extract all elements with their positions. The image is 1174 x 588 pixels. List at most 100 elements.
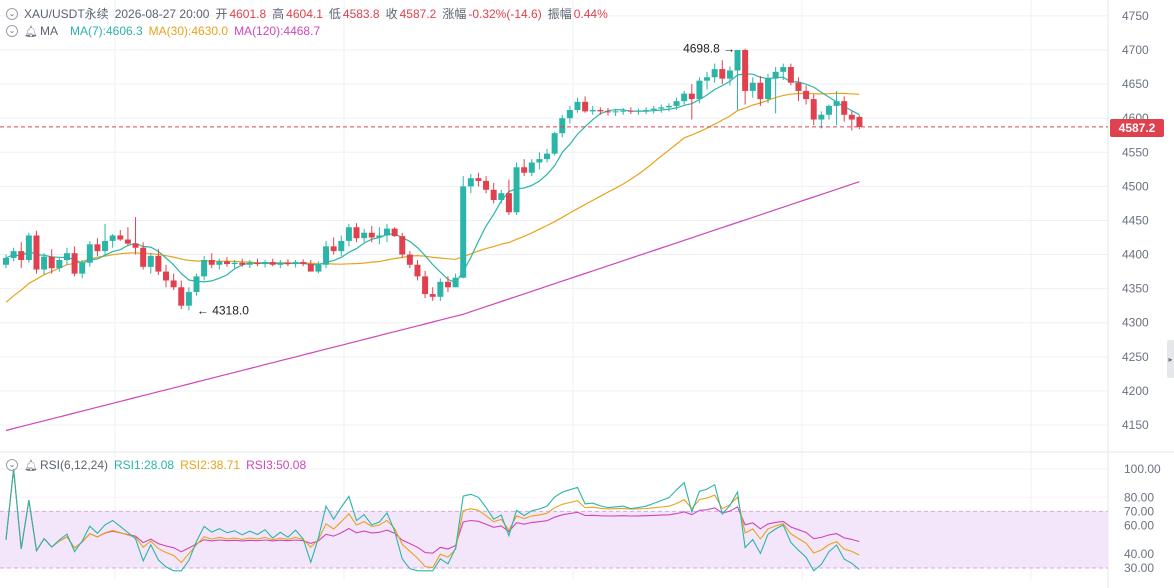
candle-body	[25, 235, 32, 260]
candle-body	[117, 235, 124, 240]
price-tick-label: 4550	[1122, 145, 1149, 159]
candle-body	[566, 110, 573, 119]
candle-body	[140, 247, 147, 267]
price-tick-label: 4750	[1122, 9, 1149, 23]
ma7-path	[5, 73, 860, 284]
ma-legend: ⌄ 🔔︎ MA MA(7):4606.3 MA(30):4630.0 MA(12…	[6, 24, 320, 38]
price-tick-label: 4650	[1122, 77, 1149, 91]
candle-body	[163, 271, 170, 281]
side-panel-expand-icon[interactable]: ▸	[1167, 340, 1174, 378]
rsi-tick-label: 60.00	[1124, 519, 1154, 533]
candle-body	[597, 110, 604, 112]
price-tick-label: 4400	[1122, 248, 1149, 262]
ma30-path	[5, 92, 860, 303]
candle-body	[201, 260, 208, 277]
rsi-legend: ⌄ 🔔︎ RSI(6,12,24) RSI1:28.08 RSI2:38.71 …	[6, 458, 306, 472]
rsi-band	[0, 510, 1108, 569]
price-axis: 4150420042504300435044004450450045504600…	[1122, 9, 1149, 432]
change-value: -0.32%(-14.6)	[468, 6, 542, 21]
open-label: 开	[215, 7, 228, 21]
ma30-line	[5, 92, 860, 303]
rsi-indicator-name[interactable]: RSI(6,12,24)	[39, 458, 109, 472]
candle-body	[673, 101, 680, 106]
candle-body	[223, 261, 230, 265]
symbol-header: ⌄ XAU/USDT永续 2026-08-27 20:00 开 4601.8 高…	[6, 5, 608, 22]
candle-body	[833, 101, 840, 106]
candle-body	[368, 232, 375, 238]
candle-body	[589, 110, 596, 112]
candle-body	[178, 287, 185, 306]
ma7-line	[5, 73, 860, 284]
candle-body	[361, 232, 368, 239]
symbol-name[interactable]: XAU/USDT永续	[24, 7, 109, 21]
candles	[3, 48, 863, 311]
candle-body	[696, 80, 703, 100]
collapse-chevron-icon[interactable]: ⌄	[6, 459, 18, 471]
price-tick-label: 4500	[1122, 179, 1149, 193]
amplitude-label: 振幅	[547, 7, 572, 21]
candle-body	[94, 244, 101, 252]
close-label: 收	[385, 7, 398, 21]
ma-indicator-name[interactable]: MA	[39, 24, 58, 38]
candle-body	[3, 257, 9, 265]
ma120-line	[5, 181, 860, 432]
candle-body	[719, 69, 726, 79]
alert-bell-icon[interactable]: 🔔︎	[24, 459, 38, 472]
candle-body	[437, 281, 444, 297]
candle-body	[63, 253, 70, 260]
candle-body	[483, 180, 490, 190]
alert-bell-icon[interactable]: 🔔︎	[24, 25, 38, 38]
candle-body	[536, 159, 543, 163]
rsi1-path	[5, 468, 860, 572]
ma7-value: MA(7):4606.3	[69, 24, 143, 38]
candle-body	[384, 228, 390, 236]
candle-body	[475, 178, 482, 181]
close-value: 4587.2	[399, 6, 437, 21]
candle-body	[307, 264, 314, 272]
candle-body	[254, 262, 261, 265]
rsi-tick-label: 70.00	[1124, 504, 1154, 518]
candle-body	[612, 111, 619, 113]
rsi-lines	[5, 468, 860, 572]
candle-body	[643, 110, 650, 111]
candle-body	[856, 116, 863, 127]
candle-body	[323, 246, 330, 265]
collapse-chevron-icon[interactable]: ⌄	[6, 25, 18, 37]
candle-body	[239, 262, 246, 265]
high-value: 4604.1	[286, 6, 323, 21]
price-tick-label: 4350	[1122, 282, 1149, 296]
change-label: 涨幅	[442, 7, 467, 21]
last-price-tag: 4587.2	[1110, 119, 1164, 137]
candle-body	[132, 243, 139, 248]
candle-body	[345, 227, 352, 241]
open-value: 4601.8	[229, 6, 267, 21]
candle-body	[86, 244, 93, 263]
candle-body	[551, 133, 558, 154]
collapse-chevron-icon[interactable]: ⌄	[6, 7, 18, 20]
candle-body	[269, 262, 276, 265]
candle-body	[338, 240, 345, 252]
candle-body	[650, 108, 657, 110]
candle-body	[79, 262, 86, 274]
candle-body	[277, 262, 284, 265]
candle-body	[216, 261, 223, 265]
candle-body	[742, 50, 749, 91]
amplitude-value: 0.44%	[573, 6, 608, 21]
candle-body	[528, 162, 535, 173]
candle-body	[444, 281, 451, 288]
candle-body	[41, 256, 48, 270]
candle-body	[48, 256, 55, 269]
candle-body	[56, 260, 63, 269]
candle-body	[391, 228, 398, 237]
candle-body	[818, 114, 825, 120]
candle-body	[406, 254, 413, 265]
candle-body	[429, 294, 436, 297]
rsi-tick-label: 100.00	[1124, 462, 1161, 476]
candle-body	[315, 264, 322, 272]
price-tick-label: 4250	[1122, 350, 1149, 364]
candle-body	[749, 82, 756, 91]
candle-body	[460, 186, 467, 278]
candle-body	[620, 110, 627, 112]
candle-body	[604, 111, 611, 113]
